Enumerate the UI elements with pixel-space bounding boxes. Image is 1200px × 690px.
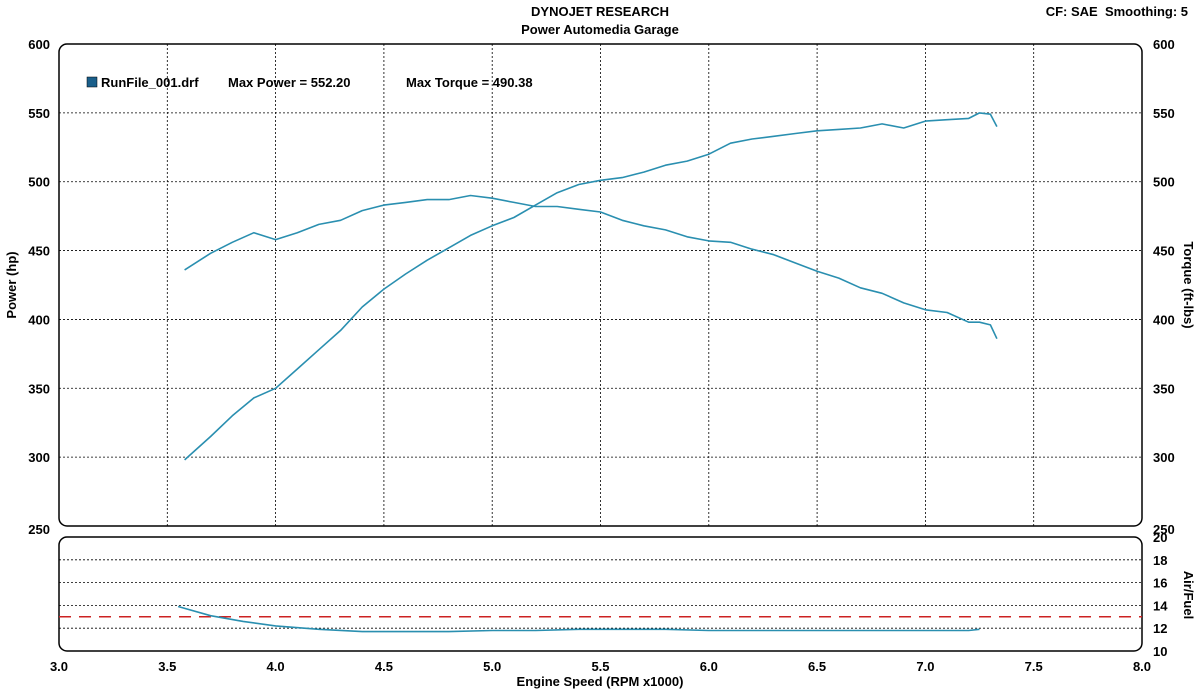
afr-line — [177, 605, 980, 633]
y-tick-label-power: 350 — [28, 381, 50, 396]
x-tick-label: 6.5 — [808, 659, 826, 674]
legend: RunFile_001.drf Max Power = 552.20 Max T… — [86, 75, 533, 90]
traces — [177, 112, 998, 633]
afr-tick-label: 14 — [1153, 598, 1168, 613]
afr-grid — [59, 559, 1142, 629]
y-tick-label-power: 500 — [28, 175, 50, 190]
y-axis-label-afr: Air/Fuel — [1181, 571, 1196, 619]
smoothing-label: Smoothing: 5 — [1104, 4, 1188, 19]
x-tick-label: 4.0 — [267, 659, 285, 674]
main-grid — [59, 44, 1142, 526]
x-tick-label: 5.5 — [591, 659, 609, 674]
y-tick-label-torque: 350 — [1153, 381, 1175, 396]
x-tick-label: 8.0 — [1133, 659, 1151, 674]
power-line — [184, 112, 998, 461]
correction-info: CF: SAE Smoothing: 5 — [1046, 4, 1188, 19]
afr-tick-label: 10 — [1153, 644, 1167, 659]
cf-label: CF: SAE — [1045, 4, 1098, 19]
y-tick-label-torque: 450 — [1153, 244, 1175, 259]
x-tick-label: 4.5 — [375, 659, 393, 674]
x-tick-label: 6.0 — [700, 659, 718, 674]
y-tick-label-torque: 250 — [1153, 522, 1175, 537]
y-tick-label-power: 250 — [28, 522, 50, 537]
x-tick-label: 3.0 — [50, 659, 68, 674]
x-tick-label: 7.0 — [916, 659, 934, 674]
y-tick-label-power: 550 — [28, 106, 50, 121]
legend-swatch — [86, 76, 98, 88]
tick-labels: 3.0 3.5 4.0 4.5 5.0 5.5 6.0 6.5 7.0 7.5 8.0 250 250 3… — [28, 37, 1174, 674]
y-tick-label-power: 600 — [28, 37, 50, 52]
y-tick-label-torque: 600 — [1153, 37, 1175, 52]
torque-line — [184, 194, 998, 340]
y-tick-label-torque: 400 — [1153, 312, 1175, 327]
y-tick-label-power: 400 — [28, 312, 50, 327]
legend-max-torque: Max Torque = 490.38 — [406, 75, 533, 90]
y-tick-label-torque: 550 — [1153, 106, 1175, 121]
afr-plot-frame — [58, 536, 1143, 652]
chart-subtitle: Power Automedia Garage — [521, 22, 679, 37]
y-tick-label-torque: 500 — [1153, 175, 1175, 190]
y-tick-label-power: 450 — [28, 244, 50, 259]
afr-tick-label: 20 — [1153, 530, 1167, 545]
afr-tick-label: 16 — [1153, 576, 1167, 591]
x-tick-label: 5.0 — [483, 659, 501, 674]
y-axis-label-torque: Torque (ft-lbs) — [1181, 241, 1196, 328]
afr-tick-label: 12 — [1153, 621, 1167, 636]
x-axis-label: Engine Speed (RPM x1000) — [517, 674, 684, 689]
legend-max-power: Max Power = 552.20 — [228, 75, 351, 90]
legend-file: RunFile_001.drf — [101, 75, 199, 90]
afr-tick-label: 18 — [1153, 553, 1167, 568]
chart-title: DYNOJET RESEARCH — [531, 4, 669, 19]
y-tick-label-torque: 300 — [1153, 450, 1175, 465]
x-tick-label: 3.5 — [158, 659, 176, 674]
y-axis-label-power: Power (hp) — [4, 251, 19, 318]
x-tick-label: 7.5 — [1025, 659, 1043, 674]
y-tick-label-power: 300 — [28, 450, 50, 465]
